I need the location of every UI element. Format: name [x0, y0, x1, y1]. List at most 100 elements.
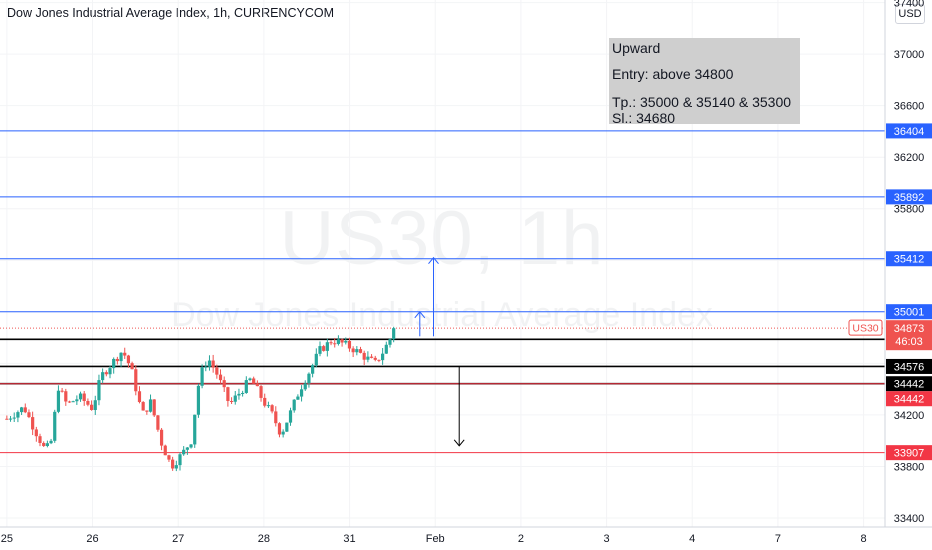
candle-body — [252, 378, 256, 384]
level-tag — [886, 358, 932, 374]
candle-body — [355, 349, 359, 353]
y-tick-label: 34200 — [894, 410, 925, 422]
candle-body — [215, 367, 219, 375]
candle-body — [71, 401, 75, 403]
candle-body — [115, 358, 119, 362]
candle-body — [152, 399, 156, 416]
level-tag-label: 34576 — [894, 361, 925, 373]
candle-body — [244, 380, 248, 393]
candle-body — [159, 429, 164, 446]
candle-body — [255, 383, 259, 387]
candle-body — [277, 423, 282, 435]
candle-body — [104, 372, 108, 375]
candle-body — [137, 391, 142, 403]
candle-body — [49, 440, 53, 444]
candle-body — [299, 389, 304, 397]
candle-body — [211, 360, 215, 368]
currency-button[interactable]: USD — [895, 4, 925, 24]
candle-body — [82, 393, 86, 401]
candle-body — [23, 407, 27, 413]
candle-body — [167, 455, 171, 460]
candle-body — [292, 399, 296, 411]
candle-body — [207, 360, 212, 367]
x-tick-label: 8 — [861, 533, 867, 545]
y-tick-label: 37400 — [894, 0, 925, 10]
candle-body — [53, 411, 57, 441]
candle-body — [329, 342, 333, 344]
symbol-tag-label: US30 — [852, 323, 878, 335]
candle-body — [344, 340, 348, 343]
candle-body — [56, 390, 61, 412]
candle-body — [19, 407, 24, 413]
candle-body — [285, 422, 289, 432]
level-tag-label: 35892 — [894, 192, 925, 204]
candle-body — [27, 412, 31, 418]
x-tick-label: Feb — [426, 533, 445, 545]
candle-body — [311, 365, 315, 374]
candle-body — [263, 397, 267, 406]
candle-body — [296, 396, 300, 400]
chart-title: Dow Jones Industrial Average Index, 1h, … — [7, 6, 334, 20]
candle-body — [381, 353, 385, 361]
y-tick-label: 33800 — [894, 461, 925, 473]
note-direction: Upward — [612, 40, 661, 56]
candle-body — [185, 447, 189, 450]
x-tick-label: 31 — [343, 533, 355, 545]
name-watermark: Dow Jones Industrial Average Index — [171, 296, 713, 334]
candle-body — [108, 368, 112, 375]
x-tick-label: 4 — [689, 533, 695, 545]
candle-body — [42, 442, 46, 446]
candle-body — [259, 386, 263, 398]
candle-body — [12, 417, 16, 419]
candle-body — [178, 454, 182, 466]
x-tick-label: 25 — [1, 533, 13, 545]
last-price-label: 34873 — [894, 323, 925, 335]
candle-body — [34, 429, 38, 437]
candle-body — [126, 355, 131, 364]
candle-body — [78, 393, 83, 400]
candle-body — [112, 358, 116, 369]
level-tag-label: 34442 — [894, 379, 925, 391]
x-tick-label: 7 — [775, 533, 781, 545]
candle-body — [45, 443, 49, 446]
candle-body — [340, 339, 344, 343]
y-tick-label: 33400 — [894, 513, 925, 525]
candle-body — [156, 415, 160, 430]
candle-body — [369, 356, 374, 358]
candle-body — [123, 352, 127, 356]
candle-body — [189, 444, 193, 448]
candle-body — [333, 343, 337, 345]
candle-body — [318, 346, 322, 354]
x-tick-label: 28 — [258, 533, 270, 545]
trade-note[interactable]: Upward Entry: above 34800 Tp.: 35000 & 3… — [609, 38, 800, 126]
y-tick-label: 36200 — [894, 152, 925, 164]
candle-body — [377, 359, 381, 361]
candle-body — [218, 374, 223, 381]
note-stoploss: Sl.: 34680 — [612, 110, 676, 126]
arrow-head — [453, 439, 465, 447]
candle-body — [163, 445, 167, 456]
note-entry: Entry: above 34800 — [612, 66, 734, 82]
candle-body — [366, 356, 370, 360]
last-price-tag — [886, 320, 932, 351]
level-tag-label: 33907 — [894, 448, 925, 460]
candle-body — [196, 385, 201, 415]
level-tag — [886, 445, 932, 461]
candle-body — [182, 449, 186, 455]
candle-body — [322, 346, 326, 351]
candle-body — [388, 339, 392, 345]
candle-body — [171, 459, 175, 469]
candle-body — [16, 412, 20, 418]
level-tag-label: 34442 — [894, 394, 925, 406]
arrow-head — [414, 311, 426, 319]
level-tag-label: 35412 — [894, 254, 925, 266]
candle-body — [145, 410, 149, 412]
candle-body — [307, 373, 311, 384]
candle-body — [86, 400, 90, 405]
y-tick-label: 36600 — [894, 101, 925, 113]
candle-body — [229, 401, 234, 403]
level-tag — [886, 123, 932, 139]
candle-body — [358, 349, 363, 353]
candle-body — [248, 378, 252, 381]
